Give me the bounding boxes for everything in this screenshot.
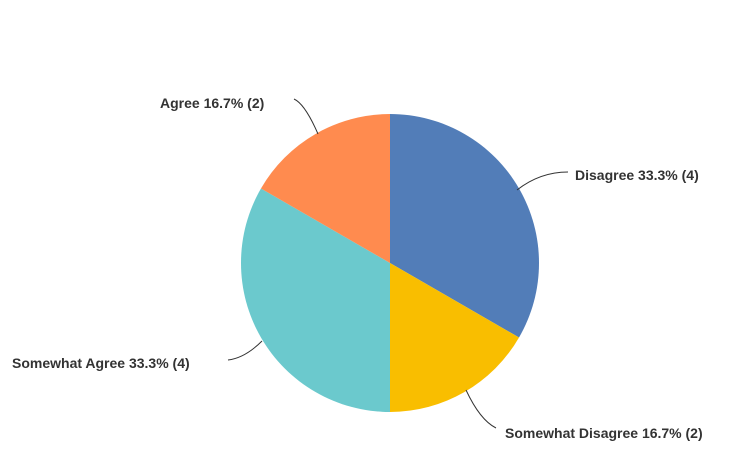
- slice-disagree: [390, 114, 539, 338]
- label-agree: Agree 16.7% (2): [160, 95, 264, 111]
- slice-agree: [260, 114, 390, 263]
- leader-line-somewhat-agree: [227, 340, 263, 361]
- label-somewhat-disagree: Somewhat Disagree 16.7% (2): [505, 425, 703, 441]
- leader-line-disagree: [516, 171, 569, 191]
- slice-somewhat-disagree: [390, 263, 520, 412]
- label-disagree: Disagree 33.3% (4): [575, 167, 699, 183]
- label-somewhat-agree: Somewhat Agree 33.3% (4): [12, 355, 190, 371]
- leader-line-agree: [293, 98, 319, 135]
- leader-line-somewhat-disagree: [465, 389, 497, 429]
- slice-somewhat-agree: [241, 188, 390, 412]
